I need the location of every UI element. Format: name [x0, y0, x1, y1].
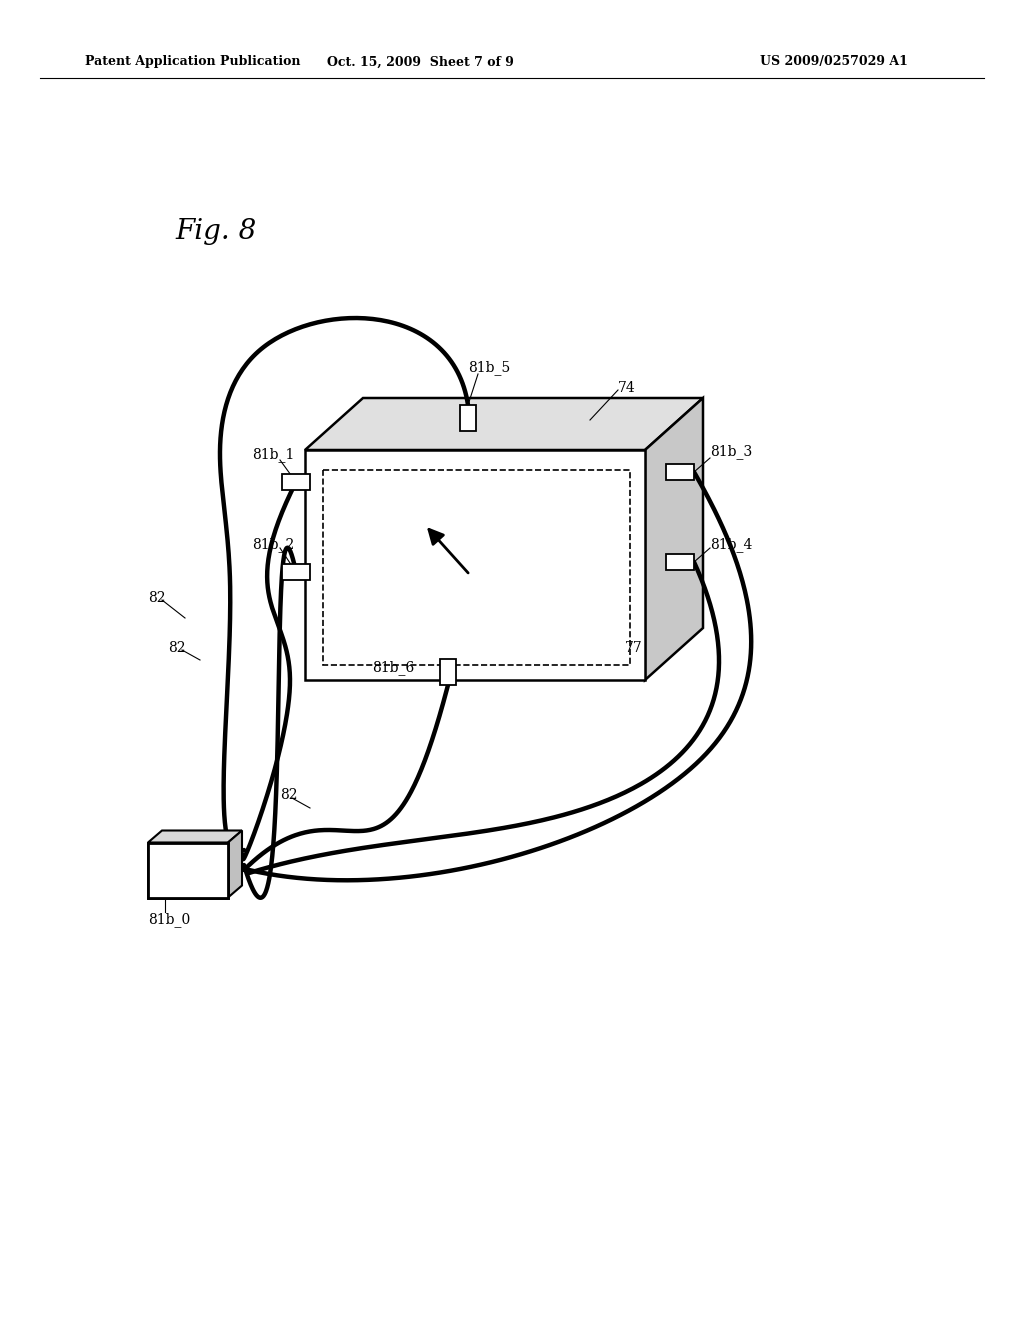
- Text: 81b_1: 81b_1: [252, 447, 294, 462]
- Text: 82: 82: [280, 788, 298, 803]
- Bar: [460, 405, 476, 432]
- Polygon shape: [645, 399, 703, 680]
- Text: 81b_4: 81b_4: [710, 537, 753, 553]
- Text: 77: 77: [625, 642, 643, 655]
- Text: 82: 82: [148, 591, 166, 605]
- Bar: [666, 465, 694, 480]
- Text: US 2009/0257029 A1: US 2009/0257029 A1: [760, 55, 908, 69]
- Bar: [666, 554, 694, 570]
- Text: Oct. 15, 2009  Sheet 7 of 9: Oct. 15, 2009 Sheet 7 of 9: [327, 55, 513, 69]
- Text: 74: 74: [618, 381, 636, 395]
- Bar: [148, 842, 228, 898]
- Text: 82: 82: [168, 642, 185, 655]
- Bar: [323, 470, 630, 665]
- Text: 81b_0: 81b_0: [148, 912, 190, 927]
- Text: 81b_2: 81b_2: [252, 537, 294, 553]
- Polygon shape: [228, 830, 242, 898]
- Text: Patent Application Publication: Patent Application Publication: [85, 55, 300, 69]
- Text: 81b_3: 81b_3: [710, 445, 753, 459]
- Bar: [282, 474, 310, 490]
- Bar: [148, 842, 228, 898]
- Polygon shape: [305, 399, 703, 450]
- Text: Fig. 8: Fig. 8: [175, 218, 256, 246]
- Text: 81b_6: 81b_6: [372, 660, 415, 676]
- Bar: [440, 659, 456, 685]
- Bar: [305, 450, 645, 680]
- Text: 81b_5: 81b_5: [468, 360, 510, 375]
- Polygon shape: [148, 830, 242, 842]
- Bar: [282, 564, 310, 579]
